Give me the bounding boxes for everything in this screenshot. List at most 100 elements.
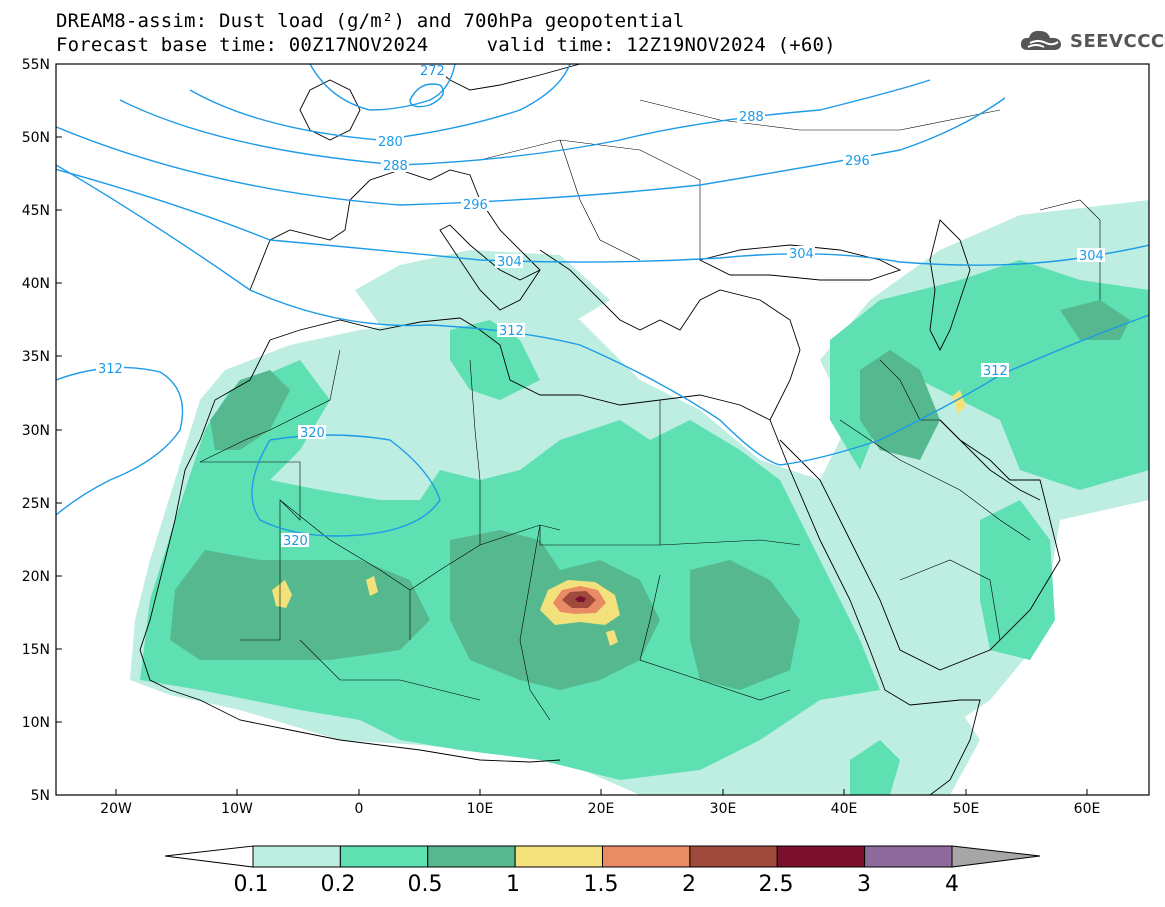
contour-label-304b: 304 bbox=[789, 247, 814, 262]
border-12 bbox=[879, 359, 940, 421]
legend-color-box-6 bbox=[776, 845, 866, 868]
legend-tick-2: 0.5 bbox=[408, 872, 443, 897]
dust-band-0.2-horn bbox=[850, 740, 900, 795]
coast-balkans bbox=[539, 249, 801, 421]
border-17 bbox=[639, 99, 1001, 131]
lat-label-5n: 5N bbox=[31, 788, 50, 804]
contour-label-288b: 288 bbox=[739, 110, 764, 125]
legend-tick-0: 0.1 bbox=[234, 872, 269, 897]
legend-color-box-3 bbox=[514, 845, 603, 868]
border-3 bbox=[279, 499, 411, 640]
dust-band-1-b bbox=[272, 580, 292, 608]
contour-line-304 bbox=[56, 168, 1149, 266]
contour-labels: 272 280 288 288 296 296 304 304 304 312 … bbox=[96, 63, 1105, 549]
contour-label-320a: 320 bbox=[300, 426, 325, 441]
dust-band-0.5-e bbox=[860, 350, 940, 460]
lat-label-25n: 25N bbox=[22, 496, 50, 512]
lon-label-50e: 50E bbox=[953, 801, 980, 817]
lon-label-20w: 20W bbox=[100, 801, 132, 817]
coastlines-layer bbox=[139, 64, 1061, 795]
contour-label-312c: 312 bbox=[983, 364, 1008, 379]
border-11 bbox=[839, 419, 1031, 541]
legend-tick-5: 2 bbox=[682, 872, 696, 897]
dust-shading-layer bbox=[130, 200, 1149, 795]
lon-label-20e: 20E bbox=[588, 801, 615, 817]
dust-band-1-c bbox=[366, 576, 378, 596]
dust-band-0.2-arabia bbox=[980, 500, 1055, 660]
border-2 bbox=[199, 349, 341, 463]
map-title-line2: Forecast base time: 00Z17NOV2024 valid t… bbox=[56, 34, 836, 56]
legend-over-triangle bbox=[951, 845, 1041, 868]
coast-west-africa bbox=[139, 339, 561, 763]
seevccc-logo: SEEVCCC bbox=[1018, 24, 1165, 58]
coast-europe bbox=[249, 169, 541, 311]
legend-tick-labels: 0.1 0.2 0.5 1 1.5 2 2.5 3 4 bbox=[234, 872, 960, 897]
border-1 bbox=[200, 461, 301, 641]
legend-color-box-1 bbox=[339, 845, 429, 868]
contour-line-296 bbox=[56, 97, 1006, 206]
lon-label-10e: 10E bbox=[467, 801, 494, 817]
dust-band-0.5-f bbox=[1060, 300, 1130, 340]
cloud-icon bbox=[1020, 30, 1061, 50]
dust-band-2.5 bbox=[575, 596, 586, 602]
border-16 bbox=[559, 139, 641, 261]
dust-band-1-d bbox=[952, 390, 966, 414]
border-10 bbox=[299, 639, 481, 701]
legend-color-box-0 bbox=[252, 845, 341, 868]
border-15 bbox=[479, 139, 701, 260]
lat-label-45n: 45N bbox=[22, 203, 50, 219]
contour-label-296b: 296 bbox=[845, 154, 870, 169]
legend-tick-1: 0.2 bbox=[321, 872, 356, 897]
latitude-axis: 55N 50N 45N 40N 35N 30N 25N 20N 15N 10N … bbox=[22, 57, 62, 804]
coast-caspian bbox=[929, 219, 971, 352]
border-9 bbox=[639, 574, 791, 701]
contour-line-280 bbox=[189, 64, 571, 141]
dust-band-0.5 bbox=[170, 550, 430, 660]
lat-label-15n: 15N bbox=[22, 642, 50, 658]
border-13 bbox=[899, 559, 1001, 641]
legend-color-box-7 bbox=[864, 845, 953, 868]
border-5 bbox=[469, 359, 481, 545]
legend-color-box-4 bbox=[602, 845, 691, 868]
border-6 bbox=[539, 400, 661, 546]
contour-label-304c: 304 bbox=[1079, 249, 1104, 264]
contour-line-312b bbox=[56, 164, 1149, 466]
legend-tick-3: 1 bbox=[506, 872, 520, 897]
color-legend: 0.1 0.2 0.5 1 1.5 2 2.5 3 4 bbox=[164, 845, 1041, 897]
logo-text: SEEVCCC bbox=[1070, 30, 1165, 52]
coast-uk bbox=[299, 79, 361, 141]
contour-label-312b: 312 bbox=[499, 324, 524, 339]
borders-layer bbox=[199, 99, 1101, 721]
contour-label-312a: 312 bbox=[98, 362, 123, 377]
border-7 bbox=[659, 539, 801, 546]
lat-label-55n: 55N bbox=[22, 57, 50, 73]
legend-tick-7: 3 bbox=[857, 872, 871, 897]
border-8 bbox=[519, 524, 551, 721]
dust-band-0.2-tunisia bbox=[450, 320, 540, 400]
contour-label-288a: 288 bbox=[383, 159, 408, 174]
coast-north-africa bbox=[269, 317, 771, 421]
contour-label-320b: 320 bbox=[283, 534, 308, 549]
lat-label-50n: 50N bbox=[22, 130, 50, 146]
contour-line-272 bbox=[309, 64, 456, 111]
coast-black-sea bbox=[698, 244, 902, 281]
coast-scandinavia bbox=[429, 64, 581, 91]
contour-label-296a: 296 bbox=[463, 198, 488, 213]
map-title-line1: DREAM8-assim: Dust load (g/m²) and 700hP… bbox=[56, 10, 685, 32]
coast-horn bbox=[909, 699, 981, 795]
lon-label-30e: 30E bbox=[710, 801, 737, 817]
lat-label-35n: 35N bbox=[22, 349, 50, 365]
coast-persian-gulf bbox=[939, 419, 1041, 501]
legend-tick-4: 1.5 bbox=[584, 872, 619, 897]
lat-label-20n: 20N bbox=[22, 569, 50, 585]
contour-line-288 bbox=[119, 79, 931, 166]
dust-band-0.5-c bbox=[690, 560, 800, 690]
lon-label-0: 0 bbox=[355, 801, 364, 817]
coast-red-sea bbox=[769, 419, 911, 706]
legend-color-box-5 bbox=[689, 845, 778, 868]
lat-label-10n: 10N bbox=[22, 715, 50, 731]
lon-label-60e: 60E bbox=[1074, 801, 1101, 817]
contour-line-320 bbox=[251, 434, 441, 537]
lon-label-10w: 10W bbox=[221, 801, 253, 817]
lat-label-40n: 40N bbox=[22, 276, 50, 292]
